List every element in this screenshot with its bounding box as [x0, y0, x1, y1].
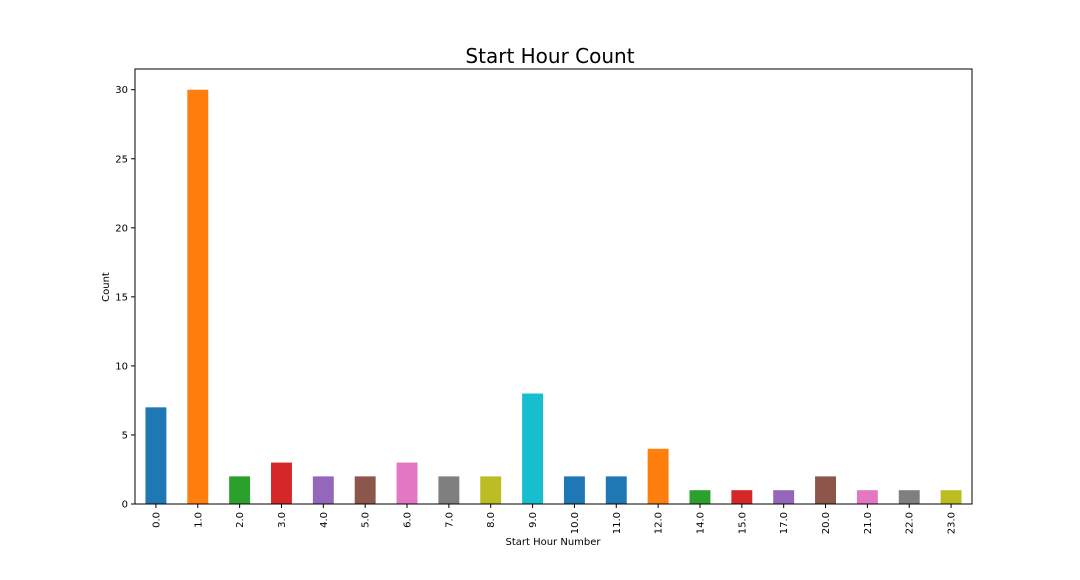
- x-tick-label: 10.0: [570, 512, 581, 534]
- x-axis-label: Start Hour Number: [505, 537, 601, 548]
- bar-17.0: [773, 490, 795, 504]
- y-tick-label: 0: [122, 500, 128, 511]
- bar-3.0: [271, 462, 292, 504]
- x-tick-label: 1.0: [193, 512, 204, 528]
- bar-0.0: [145, 407, 167, 504]
- x-tick-label: 4.0: [319, 512, 330, 528]
- y-tick-label: 15: [115, 292, 128, 303]
- bar-4.0: [312, 476, 334, 504]
- bar-7.0: [438, 476, 460, 504]
- bar-6.0: [396, 462, 418, 504]
- x-tick-label: 12.0: [654, 512, 665, 534]
- bar-22.0: [898, 490, 920, 504]
- x-tick-label: 3.0: [277, 512, 288, 528]
- x-tick-label: 15.0: [737, 512, 748, 534]
- bar-10.0: [563, 476, 585, 504]
- bar-21.0: [856, 490, 878, 504]
- y-tick-label: 25: [115, 154, 128, 165]
- bar-23.0: [940, 490, 962, 504]
- y-tick-label: 5: [122, 430, 128, 441]
- x-tick-label: 23.0: [947, 512, 958, 534]
- x-tick-label: 14.0: [695, 512, 706, 534]
- y-axis-label: Count: [101, 272, 112, 302]
- bar-1.0: [187, 89, 209, 504]
- bar-20.0: [815, 476, 836, 504]
- bar-9.0: [522, 393, 544, 504]
- x-tick-label: 2.0: [235, 512, 246, 528]
- plot-frame: [134, 68, 973, 505]
- bar-8.0: [480, 476, 502, 504]
- bar-11.0: [605, 476, 627, 504]
- chart-title: Start Hour Count: [465, 44, 634, 68]
- y-tick-label: 10: [115, 361, 128, 372]
- y-tick-label: 30: [115, 85, 128, 96]
- x-tick-label: 21.0: [863, 512, 874, 534]
- x-tick-label: 6.0: [403, 512, 414, 528]
- x-tick-label: 11.0: [612, 512, 623, 534]
- bar-5.0: [354, 476, 376, 504]
- x-tick-label: 5.0: [361, 512, 372, 528]
- x-tick-label: 22.0: [905, 512, 916, 534]
- x-axis: 0.0 1.0 2.0 3.0 4.0 5.0 6.0 7.0 8.0 9.0 10.0 11.0 12…: [151, 504, 958, 534]
- x-tick-label: 20.0: [821, 512, 832, 534]
- bar-2.0: [229, 476, 251, 504]
- x-tick-label: 17.0: [779, 512, 790, 534]
- x-tick-label: 0.0: [151, 512, 162, 528]
- bar-15.0: [731, 490, 753, 504]
- x-tick-label: 8.0: [486, 512, 497, 528]
- bar-14.0: [689, 490, 711, 504]
- y-tick-label: 20: [115, 223, 128, 234]
- plot-area: [145, 89, 962, 504]
- bar-12.0: [647, 448, 669, 504]
- x-tick-label: 7.0: [444, 512, 455, 528]
- y-axis: 0 5 10 15 20 25 30: [115, 85, 135, 511]
- x-tick-label: 9.0: [528, 512, 539, 528]
